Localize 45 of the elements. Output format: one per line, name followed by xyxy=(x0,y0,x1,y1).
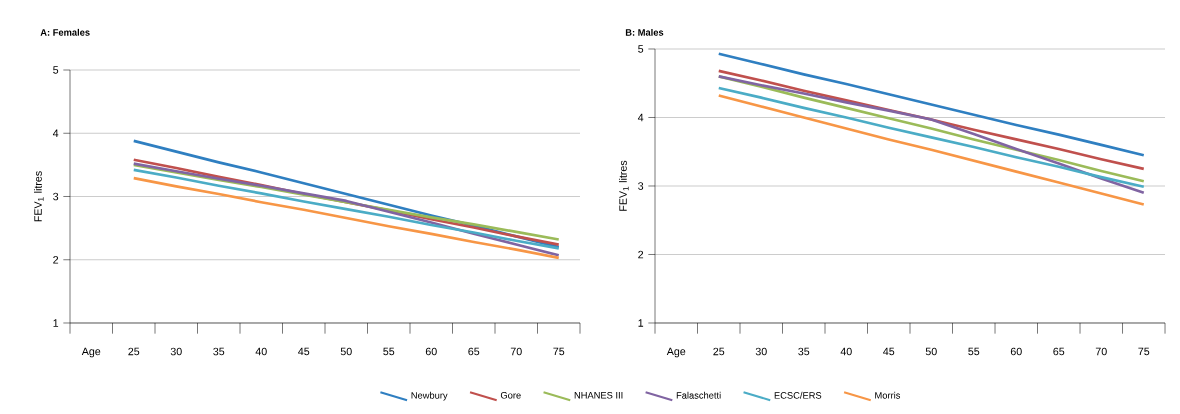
x-tick-label: 50 xyxy=(925,347,937,356)
legend-label: Morris xyxy=(875,391,901,399)
x-tick-label: 70 xyxy=(1095,347,1107,356)
x-tick-label: 55 xyxy=(968,347,980,356)
x-tick-label: 30 xyxy=(170,347,182,356)
legend-label: Newbury xyxy=(411,391,448,401)
x-tick-label: 25 xyxy=(713,347,725,356)
x-tick-label: 60 xyxy=(1010,347,1022,356)
y-tick-label: 5 xyxy=(53,66,59,74)
y-tick-label: 3 xyxy=(638,182,644,190)
y-tick-label: 5 xyxy=(638,45,644,53)
line-series xyxy=(132,176,561,260)
y-tick-label: 2 xyxy=(53,256,59,264)
y-tick-label: 3 xyxy=(53,192,59,201)
x-tick-label: 70 xyxy=(510,347,522,356)
x-tick-label: 75 xyxy=(553,347,565,356)
x-tick-label: 50 xyxy=(340,347,352,356)
legend-label: Gore xyxy=(500,391,521,399)
y-tick-label: 4 xyxy=(52,129,59,137)
y-tick-label: 2 xyxy=(638,250,644,259)
x-tick-label: 65 xyxy=(468,347,480,356)
x-tick-label: 40 xyxy=(840,347,852,356)
x-tick-label: 75 xyxy=(1138,347,1150,356)
x-tick-label: 45 xyxy=(298,347,310,356)
y-tick-label: 1 xyxy=(638,319,644,327)
y-tick-label: 1 xyxy=(53,319,59,327)
x-tick-label: 25 xyxy=(128,347,140,356)
x-tick-label: 40 xyxy=(255,347,267,356)
x-tick-label: Age xyxy=(81,347,101,358)
legend-label: ECSC/ERS xyxy=(774,391,822,399)
chart-title: B: Males xyxy=(625,28,664,36)
legend-label: NHANES III xyxy=(574,391,623,399)
x-tick-label: 35 xyxy=(798,347,810,356)
y-tick-label: 4 xyxy=(637,113,644,122)
x-tick-label: 30 xyxy=(755,347,767,356)
legend-label: Falaschetti xyxy=(676,391,721,399)
x-tick-label: 45 xyxy=(883,347,895,356)
x-tick-label: 35 xyxy=(213,347,225,356)
x-tick-label: 55 xyxy=(383,347,395,356)
x-tick-label: 65 xyxy=(1053,347,1065,356)
y-axis-title: FEV$_{1}$ litres xyxy=(618,160,629,211)
x-tick-label: 60 xyxy=(425,347,437,356)
chart-title: A: Females xyxy=(40,28,90,36)
x-tick-label: Age xyxy=(666,347,686,358)
y-axis-title: FEV$_{1}$ litres xyxy=(33,171,44,222)
